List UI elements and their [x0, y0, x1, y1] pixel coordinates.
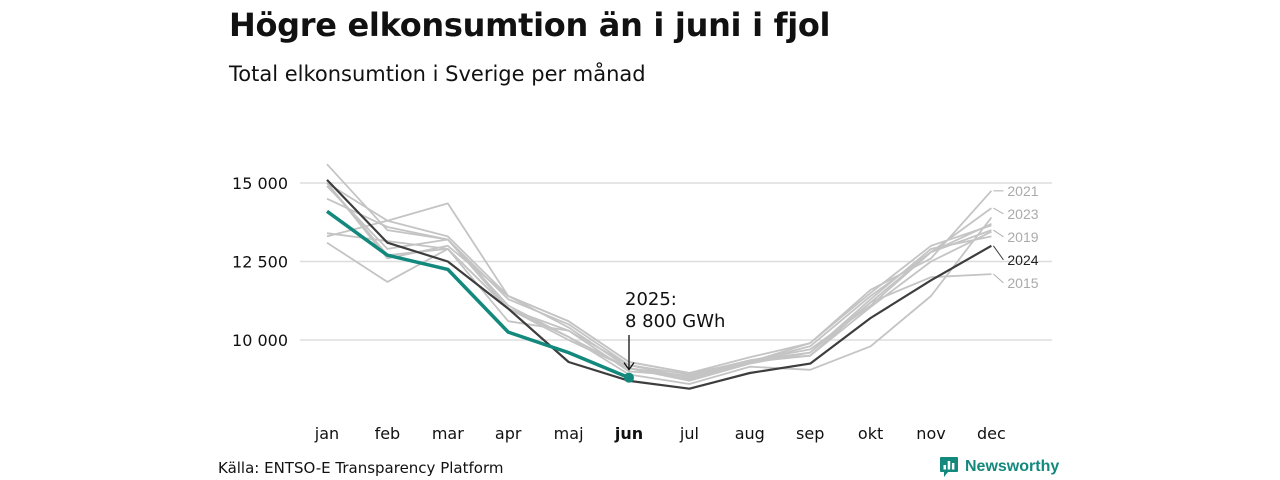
annotation-arrow-head — [623, 362, 635, 371]
x-tick-label: aug — [735, 424, 765, 443]
x-tick-label: sep — [796, 424, 824, 443]
chart-title: Högre elkonsumtion än i juni i fjol — [229, 6, 831, 44]
year-label-leader — [992, 245, 1004, 261]
source-note: Källa: ENTSO-E Transparency Platform — [218, 459, 504, 477]
y-tick-label: 12 500 — [232, 253, 288, 272]
year-label-2021: 2021 — [1007, 183, 1038, 199]
newsworthy-logo-icon — [940, 457, 958, 477]
brand-name: Newsworthy — [965, 458, 1060, 475]
other-year-lines — [326, 163, 993, 385]
x-tick-label: jan — [314, 424, 339, 443]
annotation-line-1: 2025: — [625, 289, 677, 310]
year-label-2019: 2019 — [1007, 229, 1038, 245]
x-tick-label: jun — [614, 424, 643, 443]
year-label-2024: 2024 — [1007, 252, 1038, 268]
year-label-leader — [993, 229, 1004, 238]
series-line-2025 — [325, 209, 630, 380]
year-labels: 2021 2023 2019 2024 2015 — [992, 183, 1039, 291]
series-line-2022 — [326, 185, 993, 385]
year-label-leader — [993, 207, 1004, 215]
previous-year-line — [326, 179, 992, 390]
series-line-2024 — [326, 179, 992, 390]
x-tick-label: apr — [495, 424, 522, 443]
x-tick-label: dec — [977, 424, 1006, 443]
current-year-line — [325, 209, 634, 383]
year-label-leader — [993, 273, 1004, 284]
chart-subtitle: Total elkonsumtion i Sverige per månad — [229, 62, 646, 86]
annotation-line-2: 8 800 GWh — [625, 311, 725, 332]
x-tick-label: maj — [554, 424, 584, 443]
x-tick-label: mar — [432, 424, 464, 443]
annotation: 2025:8 800 GWh — [623, 289, 725, 371]
series-line-2023 — [326, 182, 992, 382]
x-axis-ticks: jan feb mar apr maj jun jul aug sep okt nov dec — [314, 424, 1006, 443]
year-label-2015: 2015 — [1007, 275, 1038, 291]
series-line-2019 — [326, 163, 992, 379]
series-line-2021 — [326, 182, 993, 374]
x-tick-label: okt — [858, 424, 883, 443]
brand-logo[interactable]: Newsworthy — [939, 456, 1059, 478]
x-tick-label: feb — [375, 424, 401, 443]
y-tick-label: 15 000 — [232, 174, 288, 193]
year-label-2023: 2023 — [1007, 206, 1038, 222]
y-axis-ticks: 10 000 12 500 15 000 — [232, 174, 288, 350]
y-tick-label: 10 000 — [232, 331, 288, 350]
current-endpoint-dot — [624, 372, 634, 383]
x-tick-label: nov — [916, 424, 945, 443]
x-tick-label: jul — [679, 424, 699, 443]
